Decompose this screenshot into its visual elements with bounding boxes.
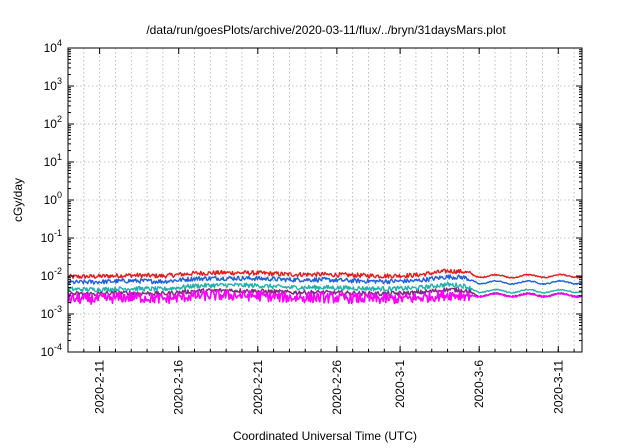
x-tick-label: 2020-2-26 [330, 360, 344, 415]
series-line-1 [67, 268, 583, 279]
x-tick-label: 2020-3-1 [393, 360, 407, 408]
y-tick-label: 10-3 [41, 304, 62, 321]
y-axis: 10-4 10-3 10-2 10-1 100 101 102 103 104 [41, 38, 582, 359]
x-tick-label: 2020-2-16 [172, 360, 186, 415]
series-line-5 [67, 289, 583, 305]
chart-title: /data/run/goesPlots/archive/2020-03-11/f… [146, 23, 506, 37]
y-tick-label: 10-2 [41, 266, 62, 283]
x-tick-label: 2020-2-21 [251, 360, 265, 415]
y-tick-label: 10-4 [41, 342, 62, 359]
x-tick-label: 2020-3-6 [472, 360, 486, 408]
y-tick-label: 102 [44, 114, 62, 131]
x-tick-label: 2020-3-11 [551, 360, 565, 414]
y-axis-label: cGy/day [11, 178, 25, 222]
y-tick-label: 101 [44, 152, 62, 169]
x-tick-label: 2020-2-11 [93, 360, 107, 414]
series-line-4 [67, 287, 583, 298]
y-tick-label: 104 [44, 38, 62, 55]
y-tick-label: 100 [44, 190, 62, 207]
series-group [67, 268, 583, 305]
series-line-2 [67, 274, 583, 286]
y-tick-label: 103 [44, 76, 62, 93]
grid [68, 48, 582, 352]
y-tick-label: 10-1 [41, 228, 62, 245]
x-axis-label: Coordinated Universal Time (UTC) [233, 429, 417, 443]
series-line-3 [67, 281, 583, 294]
x-axis: 2020-2-11 2020-2-16 2020-2-21 2020-2-26 2020… [67, 48, 575, 415]
